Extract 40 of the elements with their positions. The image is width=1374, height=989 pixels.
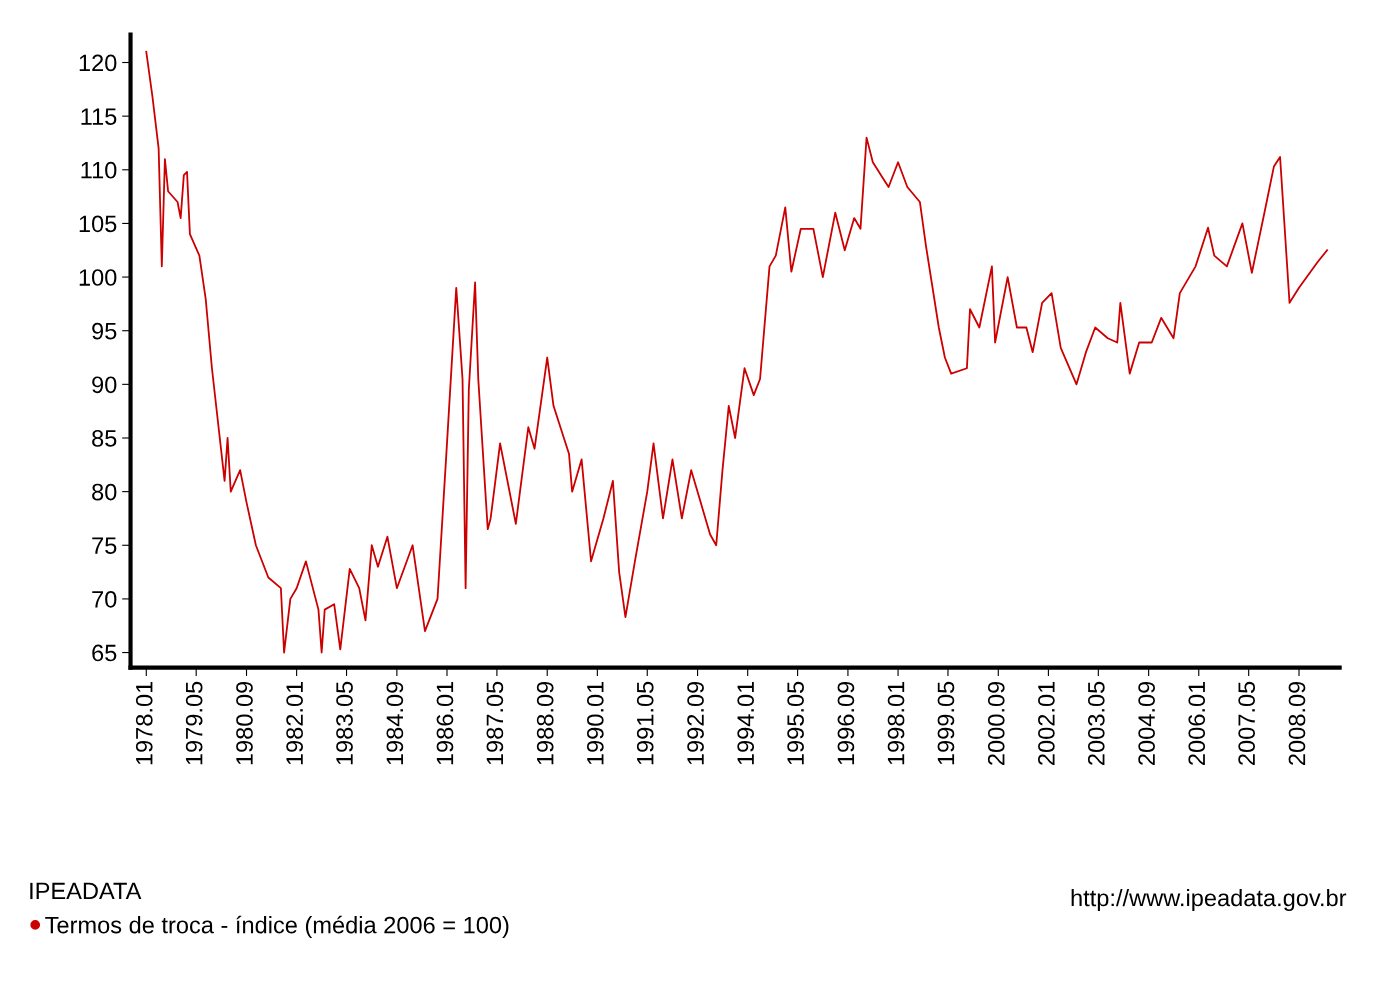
x-tick-label: 1986.01 bbox=[436, 681, 454, 765]
x-tick-label: 2003.05 bbox=[1087, 681, 1105, 765]
y-tick-label: 115 bbox=[81, 108, 117, 125]
x-tick-label: 1978.01 bbox=[135, 681, 153, 765]
x-tick-label: 1982.01 bbox=[286, 681, 303, 765]
x-tick-label: 1999.05 bbox=[937, 681, 955, 765]
y-tick-label: 85 bbox=[92, 430, 117, 447]
x-tick-label: 2002.01 bbox=[1038, 681, 1055, 765]
x-tick-label: 1987.05 bbox=[486, 681, 504, 765]
legend-title: IPEADATA bbox=[30, 882, 142, 900]
x-tick-label: 2007.05 bbox=[1238, 681, 1256, 765]
legend-label: Termos de troca - índice (média 2006 = 100) bbox=[45, 915, 509, 939]
x-tick-label: 1980.09 bbox=[236, 681, 253, 765]
x-tick-label: 1994.01 bbox=[737, 681, 755, 765]
x-tick-label: 1984.09 bbox=[386, 681, 404, 765]
y-tick-label: 80 bbox=[92, 483, 117, 501]
x-tick-label: 1988.09 bbox=[536, 681, 554, 765]
y-tick-label: 95 bbox=[92, 322, 117, 340]
line-series bbox=[145, 50, 1328, 654]
x-tick-label: 1991.05 bbox=[636, 681, 654, 765]
x-tick-label: 1990.01 bbox=[586, 681, 604, 765]
y-tick-label: 100 bbox=[79, 269, 117, 286]
y-tick-label: 65 bbox=[92, 644, 117, 662]
x-tick-label: 1995.05 bbox=[787, 681, 804, 765]
text: http://www.ipeadata.gov.br bbox=[1071, 888, 1347, 911]
y-tick-label: 70 bbox=[92, 590, 117, 608]
y-tick-label: 110 bbox=[81, 161, 117, 179]
y-tick-label: 75 bbox=[92, 537, 117, 555]
y-tick-label: 90 bbox=[92, 376, 117, 394]
x-tick-label: 1992.09 bbox=[687, 681, 704, 765]
y-tick-label: 105 bbox=[79, 215, 117, 233]
x-tick-label: 1998.01 bbox=[887, 681, 905, 765]
x-tick-label: 1996.09 bbox=[837, 681, 855, 765]
x-tick-label: 1979.05 bbox=[185, 681, 203, 765]
x-tick-label: 2006.01 bbox=[1188, 681, 1206, 765]
x-tick-label: 2004.09 bbox=[1138, 681, 1155, 765]
x-tick-label: 2000.09 bbox=[987, 681, 1005, 765]
x-tick-label: 1983.05 bbox=[336, 681, 353, 765]
y-tick-label: 120 bbox=[79, 54, 117, 72]
x-tick-label: 2008.09 bbox=[1288, 681, 1306, 765]
